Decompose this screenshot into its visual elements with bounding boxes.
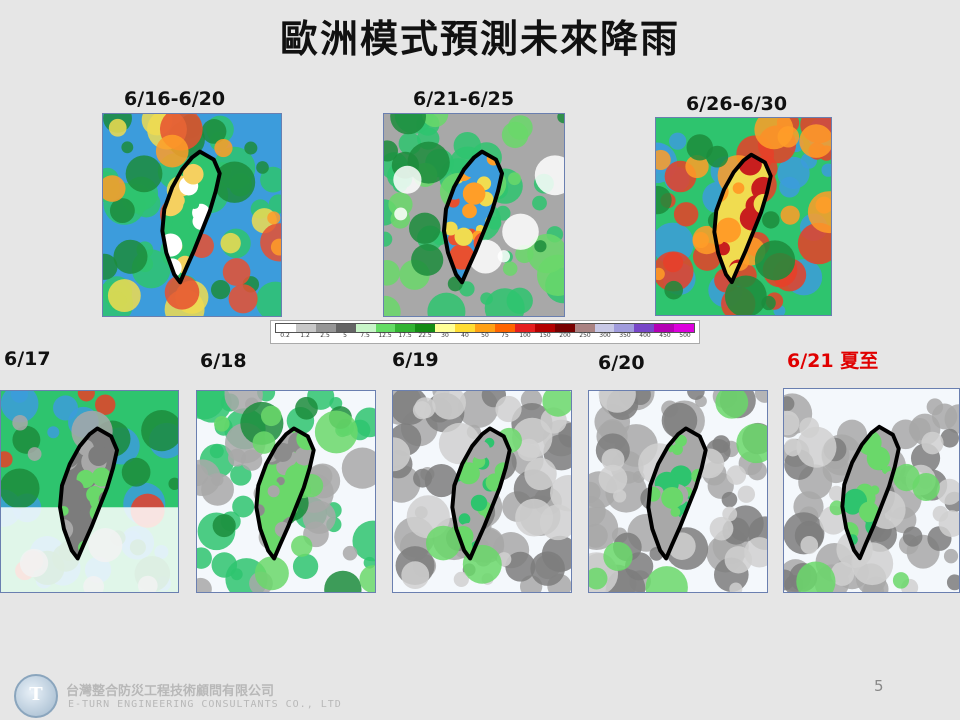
rain-map-day-1 [0,390,179,593]
page-number: 5 [874,677,884,695]
day-label-4: 6/20 [598,352,645,374]
period-label-2: 6/21-6/25 [413,88,515,110]
rain-map-svg [103,114,281,316]
day-label-5: 6/21 夏至 [787,350,879,372]
page-title: 歐洲模式預測未來降雨 [279,17,680,61]
day-label-3: 6/19 [392,349,439,371]
rain-map-svg [784,389,959,592]
rain-map-svg [589,391,767,592]
company-name-chinese: 台灣整合防災工程技術顧問有限公司 [66,684,275,699]
rain-map-svg [197,391,375,592]
rain-map-svg [384,114,564,316]
legend-color-bar [275,323,695,333]
rain-map-svg [656,118,831,315]
rain-map-period-2 [383,113,565,317]
rain-map-svg [393,391,571,592]
company-name-english: E-TURN ENGINEERING CONSULTANTS CO., LTD [68,699,342,710]
company-logo-icon: T [14,674,58,718]
period-label-1: 6/16-6/20 [124,88,226,110]
rain-map-day-4 [588,390,768,593]
rain-map-svg [1,391,178,592]
rain-map-day-3 [392,390,572,593]
day-label-2: 6/18 [200,350,247,372]
rain-map-day-5 [783,388,960,593]
rain-map-period-3 [655,117,832,316]
period-label-3: 6/26-6/30 [686,93,788,115]
legend-ticks: 0.2 1.2 2.5 5 7.5 12.5 17.5 22.5 30 40 50 75 100 150 2… [280,332,691,339]
day-label-1: 6/17 [4,348,51,370]
rainfall-color-legend: 0.2 1.2 2.5 5 7.5 12.5 17.5 22.5 30 40 50 75 100 150 2… [270,320,700,344]
rain-map-day-2 [196,390,376,593]
rain-map-period-1 [102,113,282,317]
